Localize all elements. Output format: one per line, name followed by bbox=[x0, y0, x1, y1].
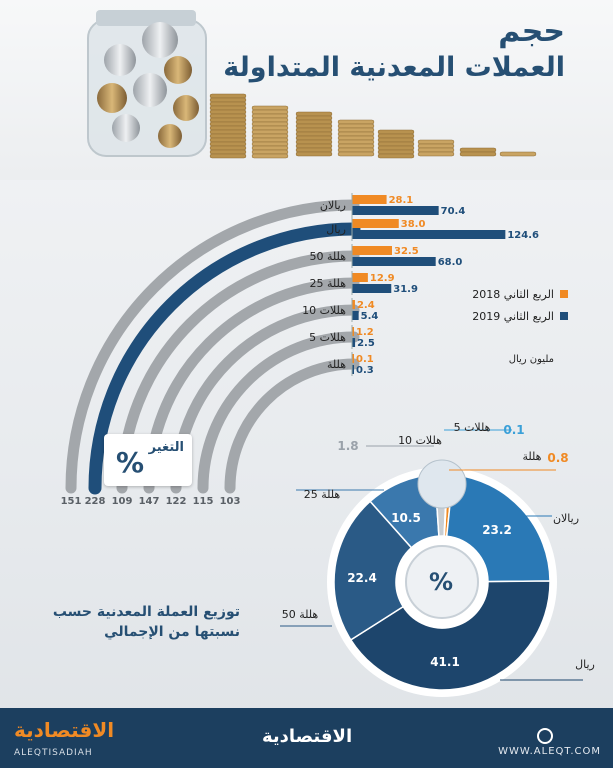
bar-2018 bbox=[352, 219, 399, 228]
coin-stack-layer bbox=[337, 151, 375, 157]
bar-2018 bbox=[352, 273, 368, 282]
coin-stack-layer bbox=[499, 151, 537, 157]
slice-category-label: ريال bbox=[575, 658, 595, 671]
change-value-label: 122 bbox=[166, 496, 187, 507]
value-label-2019: 2.5 bbox=[357, 338, 375, 349]
value-label-2018: 1.2 bbox=[356, 327, 374, 338]
bar-2019 bbox=[352, 365, 354, 374]
magnifier-lens bbox=[417, 459, 467, 509]
pie-slice bbox=[445, 473, 551, 583]
value-label-2019: 0.3 bbox=[356, 365, 374, 376]
bar-2019 bbox=[352, 311, 359, 320]
slice-category-label: 50 هللة bbox=[282, 608, 319, 621]
volume-bar-chart: ريالان 28.1 70.4 ريال 38.0 124.6 50 هللة 32.5 68… bbox=[302, 193, 539, 376]
slice-category-label: 25 هللة bbox=[304, 488, 341, 501]
bar-2018 bbox=[352, 195, 387, 204]
category-label: 10 هللات bbox=[302, 304, 346, 317]
coin-stack-layer bbox=[251, 153, 289, 159]
change-arc-6 bbox=[197, 331, 360, 494]
legend-swatch bbox=[560, 312, 568, 320]
category-label: 50 هللة bbox=[310, 250, 347, 263]
bar-2018 bbox=[352, 246, 392, 255]
pie-center-inner bbox=[405, 545, 479, 619]
legend-label: الربع الثاني 2019 bbox=[472, 310, 554, 323]
value-label-2018: 38.0 bbox=[401, 219, 426, 230]
coin-stacks-illustration bbox=[209, 93, 537, 159]
category-label: هللة bbox=[327, 358, 346, 371]
category-label: ريالان bbox=[320, 199, 346, 212]
slice-value-label: 41.1 bbox=[430, 655, 460, 669]
slice-value-label: 0.1 bbox=[503, 423, 524, 437]
title-line-2: العملات المعدنية المتداولة bbox=[223, 52, 565, 83]
slice-value-label: 23.2 bbox=[482, 523, 512, 537]
coin-stack-layer bbox=[295, 151, 333, 157]
change-value-label: 103 bbox=[220, 496, 241, 507]
bar-2019 bbox=[352, 230, 506, 239]
value-label-2018: 32.5 bbox=[394, 246, 419, 257]
bar-2019 bbox=[352, 257, 436, 266]
change-arc-1 bbox=[65, 199, 360, 494]
slice-value-label: 22.4 bbox=[347, 571, 377, 585]
bar-chart-legend: الربع الثاني 2018 الربع الثاني 2019 مليون … bbox=[472, 288, 568, 365]
category-label: 5 هللات bbox=[309, 331, 346, 344]
category-label: ريال bbox=[326, 223, 346, 236]
brand-center-text: الاقتصادية bbox=[262, 726, 353, 747]
bar-2018 bbox=[352, 354, 354, 363]
globe-icon bbox=[537, 728, 553, 744]
category-label: 25 هللة bbox=[310, 277, 347, 290]
coin-stack-layer bbox=[417, 151, 455, 157]
legend-label: الربع الثاني 2018 bbox=[472, 288, 554, 301]
value-label-2019: 124.6 bbox=[507, 230, 539, 241]
value-label-2019: 31.9 bbox=[393, 284, 418, 295]
bar-2019 bbox=[352, 206, 439, 215]
slice-value-label: 10.5 bbox=[391, 511, 421, 525]
slice-category-label: 10 هللات bbox=[398, 434, 442, 447]
value-label-2019: 5.4 bbox=[361, 311, 379, 322]
change-arc-2 bbox=[88, 222, 361, 495]
title-line-1: حجم bbox=[498, 14, 565, 49]
value-label-2018: 28.1 bbox=[389, 195, 414, 206]
value-label-2018: 2.4 bbox=[357, 300, 375, 311]
change-value-label: 109 bbox=[112, 496, 133, 507]
change-arc-7 bbox=[224, 358, 360, 494]
bar-2019 bbox=[352, 338, 356, 347]
website-link[interactable]: WWW.ALEQT.COM bbox=[498, 746, 601, 757]
footer: الاقتصادية ALEQTISADIAH الاقتصادية WWW.A… bbox=[0, 708, 613, 768]
change-value-label: 151 bbox=[61, 496, 82, 507]
bar-2018 bbox=[352, 300, 355, 309]
change-value-label: 228 bbox=[85, 496, 106, 507]
value-label-2019: 70.4 bbox=[441, 206, 466, 217]
slice-category-label: 5 هللات bbox=[454, 421, 491, 434]
unit-label: مليون ريال bbox=[509, 354, 554, 365]
change-label: التغير bbox=[148, 440, 184, 455]
coin-stack-layer bbox=[377, 153, 415, 159]
slice-value-label: 1.8 bbox=[337, 439, 358, 453]
coin-stack-layer bbox=[209, 153, 247, 159]
brand-latin-text: ALEQTISADIAH bbox=[14, 748, 93, 758]
pie-slice bbox=[333, 500, 413, 641]
distribution-pie-chart: 23.2 ريالان 41.1 ريال 22.4 50 هللة 10.5 25 هللة… bbox=[280, 421, 595, 697]
value-label-2019: 68.0 bbox=[438, 257, 463, 268]
coin-jar-illustration bbox=[87, 10, 537, 159]
coin-stack-layer bbox=[459, 151, 497, 157]
header: حجم العملات المعدنية المتداولة bbox=[0, 0, 613, 180]
bar-2018 bbox=[352, 327, 354, 336]
change-value-label: 115 bbox=[193, 496, 214, 507]
change-value-label: 147 bbox=[139, 496, 160, 507]
slice-value-label: 0.8 bbox=[547, 451, 568, 465]
bar-2019 bbox=[352, 284, 392, 293]
value-label-2018: 0.1 bbox=[356, 354, 374, 365]
legend-swatch bbox=[560, 290, 568, 298]
distribution-title: توزيع العملة المعدنية حسب نسبتها من الإج… bbox=[52, 604, 240, 640]
charts-canvas: 151 228 109 147 122 115 103 ريالان 28.170.4ريال… bbox=[61, 193, 595, 697]
slice-category-label: هللة bbox=[523, 450, 542, 463]
brand-logo-text: الاقتصادية bbox=[14, 718, 115, 742]
change-percent-box: التغير % bbox=[104, 434, 192, 486]
value-label-2018: 12.9 bbox=[370, 273, 395, 284]
percent-symbol: % bbox=[116, 446, 145, 479]
slice-category-label: ريالان bbox=[553, 512, 579, 525]
pie-center-percent: % bbox=[429, 568, 454, 596]
